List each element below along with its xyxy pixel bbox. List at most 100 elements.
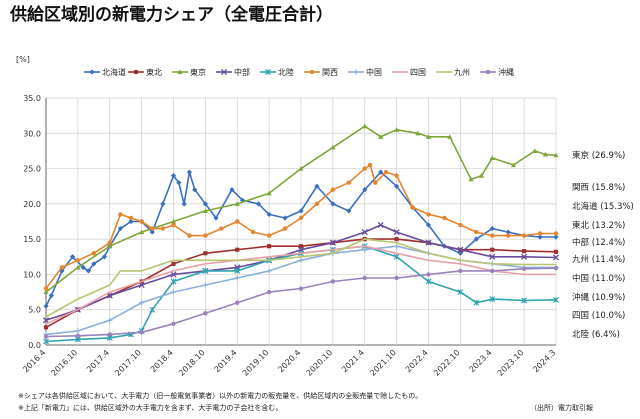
data-point [177, 69, 183, 75]
data-point [219, 226, 224, 231]
data-point [394, 243, 400, 249]
data-point [107, 240, 112, 245]
data-point [220, 68, 228, 76]
legend-item: 北陸 [260, 67, 294, 77]
data-point [266, 268, 272, 274]
data-point [473, 299, 480, 306]
data-point [377, 221, 384, 229]
legend: 北海道 東北 東京 中部 北陸 関西 中国 四国 九州 沖縄 [84, 67, 514, 77]
data-point [138, 281, 145, 289]
data-point [383, 169, 389, 175]
data-point [75, 258, 81, 263]
source-note: （出所）電力取引報 [530, 403, 593, 412]
data-point [139, 219, 144, 224]
data-point [425, 239, 432, 246]
data-point [139, 229, 145, 235]
data-point [43, 289, 49, 295]
x-tick-label: 2017.10 [113, 348, 143, 378]
legend-item: 東北 [128, 67, 162, 77]
data-point [181, 201, 187, 207]
end-label: 沖縄 (10.9%) [572, 292, 625, 303]
data-point [150, 226, 155, 231]
data-point [85, 268, 92, 274]
data-point [69, 254, 76, 260]
data-point [542, 151, 548, 157]
data-point [489, 155, 495, 161]
data-point [43, 325, 49, 330]
data-point [202, 208, 208, 213]
x-tick-label: 2019.4 [213, 348, 239, 374]
series-5 [43, 162, 559, 291]
y-tick-label: 30.0 [23, 129, 41, 138]
legend-item: 四国 [392, 68, 426, 77]
y-tick-label: 15.0 [23, 235, 41, 244]
data-point [176, 180, 182, 186]
end-label: 東北 (13.2%) [572, 220, 625, 231]
data-point [362, 275, 367, 281]
data-point [394, 237, 399, 242]
data-point [160, 226, 166, 231]
data-point [266, 190, 272, 196]
y-tick-label: 10.0 [23, 270, 41, 279]
x-tick-labels: 2016.4 2016.10 2017.4 2017.10 2018.4 2018.10 2… [21, 348, 557, 378]
data-point [42, 317, 50, 324]
data-point [425, 222, 432, 228]
data-point [489, 225, 495, 232]
data-point [234, 201, 240, 206]
x-tick-label: 2019.10 [241, 348, 271, 378]
data-point [485, 69, 491, 75]
data-point [187, 233, 192, 238]
data-point [378, 134, 384, 139]
x-tick-label: 2018.4 [149, 348, 175, 374]
end-labels: 東京 (26.9%) 関西 (15.8%) 北海道 (15.3%) 東北 (13.2%… [572, 150, 634, 340]
data-point [202, 282, 208, 288]
data-point [43, 334, 49, 339]
data-point [490, 247, 495, 252]
x-tick-label: 2023.10 [496, 348, 526, 378]
legend-item: 中国 [348, 67, 382, 77]
data-point [298, 215, 304, 221]
legend-item: 九州 [436, 68, 470, 77]
data-point [234, 267, 241, 274]
legend-label: 北陸 [278, 67, 294, 77]
data-point [107, 317, 113, 323]
data-point [521, 253, 528, 260]
data-point [171, 222, 176, 228]
data-point [362, 187, 368, 193]
data-point [510, 162, 517, 168]
legend-item: 東京 [172, 67, 206, 77]
series-2 [43, 123, 559, 295]
end-label: 北海道 (15.3%) [572, 201, 634, 212]
data-point [353, 69, 359, 75]
data-point [415, 130, 421, 136]
data-point [171, 321, 176, 327]
data-point [235, 247, 240, 252]
legend-label: 中部 [234, 67, 250, 77]
data-point [362, 247, 368, 253]
series-line [45, 245, 556, 325]
data-point [479, 173, 485, 178]
end-label: 中国 (11.0%) [572, 273, 625, 284]
end-label: 関西 (15.8%) [572, 183, 625, 193]
data-point [426, 272, 431, 277]
legend-item: 北海道 [84, 67, 126, 77]
gridlines [45, 97, 557, 346]
data-point [213, 215, 219, 221]
data-point [378, 169, 384, 175]
x-tick-label: 2016.4 [21, 348, 47, 374]
data-point [346, 208, 352, 214]
footnote-1: ※シェアは各供給区域において、大手電力（旧一般電気事業者）以外の新電力の販売量を… [18, 391, 422, 400]
data-point [266, 211, 272, 218]
data-point [473, 236, 479, 242]
y-tick-label: 35.0 [23, 94, 41, 103]
data-point [203, 251, 208, 256]
data-point [298, 244, 304, 249]
data-point [490, 268, 495, 274]
data-point [43, 303, 49, 309]
data-point [532, 148, 538, 154]
data-point [298, 208, 304, 214]
series-4 [43, 243, 559, 345]
data-point [128, 218, 134, 225]
data-point [298, 257, 304, 263]
